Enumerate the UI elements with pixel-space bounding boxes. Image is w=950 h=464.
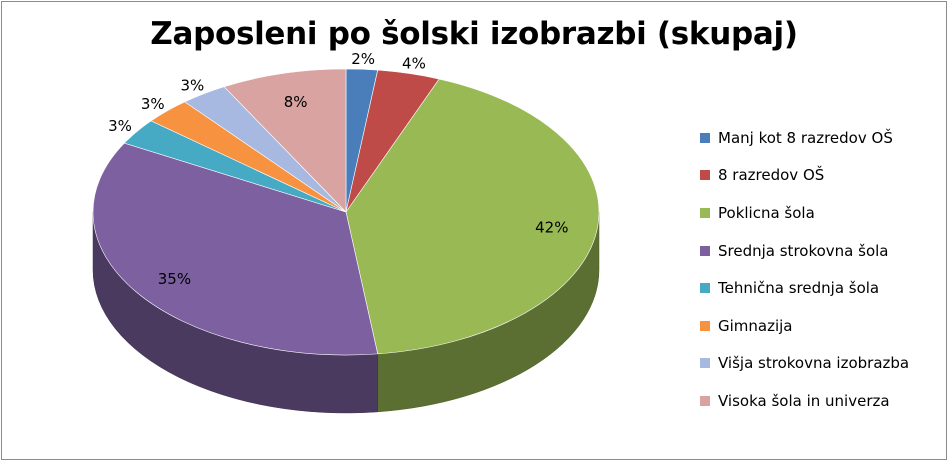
- pie-label-7: 3%: [181, 76, 205, 94]
- legend-swatch: [700, 320, 710, 331]
- pie-slice-4: [92, 142, 379, 356]
- legend-swatch: [700, 283, 710, 294]
- pie-label-2: 4%: [402, 54, 426, 72]
- legend-swatch: [700, 132, 710, 143]
- legend-item-4: Srednja strokovna šola: [700, 232, 940, 270]
- pie-label-4: 35%: [158, 270, 191, 288]
- pie-slice-3: [345, 78, 600, 355]
- legend-item-1: Manj kot 8 razredov OŠ: [700, 119, 940, 157]
- legend-label: Tehnična srednja šola: [718, 279, 880, 298]
- legend-item-7: Višja strokovna izobrazba: [700, 345, 940, 383]
- legend-item-5: Tehnična srednja šola: [700, 269, 940, 307]
- legend-item-8: Visoka šola in univerza: [700, 382, 940, 420]
- pie-top: [92, 68, 600, 356]
- legend: Manj kot 8 razredov OŠ 8 razredov OŠ Pokli…: [700, 119, 940, 420]
- legend-swatch: [700, 358, 710, 369]
- legend-label: 8 razredov OŠ: [718, 166, 825, 185]
- pie-label-3: 42%: [535, 219, 568, 237]
- legend-label: Srednja strokovna šola: [718, 241, 889, 260]
- pie-slice-8: [223, 68, 347, 213]
- legend-swatch: [700, 395, 710, 406]
- legend-swatch: [700, 170, 710, 181]
- legend-swatch: [700, 207, 710, 218]
- legend-label: Gimnazija: [718, 316, 793, 335]
- pie-labels: 2% 4% 42% 35% 3% 3% 3% 8%: [108, 50, 568, 288]
- legend-label: Manj kot 8 razredov OŠ: [718, 128, 893, 147]
- legend-label: Visoka šola in univerza: [718, 391, 890, 410]
- legend-label: Višja strokovna izobrazba: [718, 354, 910, 373]
- legend-item-6: Gimnazija: [700, 307, 940, 345]
- legend-label: Poklicna šola: [718, 203, 815, 222]
- pie-label-8: 8%: [284, 93, 308, 111]
- pie-label-6: 3%: [141, 95, 165, 113]
- legend-item-2: 8 razredov OŠ: [700, 157, 940, 195]
- chart-title: Zaposleni po šolski izobrazbi (skupaj): [150, 16, 798, 52]
- pie-label-5: 3%: [108, 117, 132, 135]
- pie-label-1: 2%: [351, 50, 375, 68]
- legend-swatch: [700, 245, 710, 256]
- legend-item-3: Poklicna šola: [700, 194, 940, 232]
